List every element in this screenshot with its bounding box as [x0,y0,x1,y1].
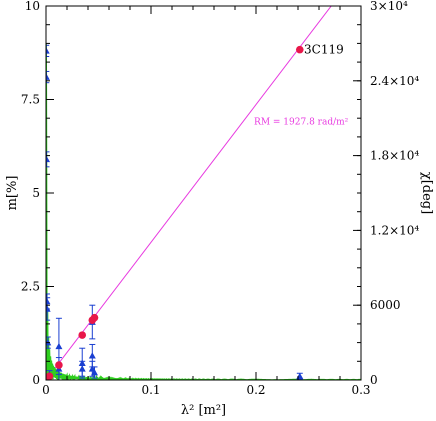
axes-ticks [45,5,362,381]
polarization-fraction-point [55,342,63,350]
y-axis-right-label: χ[deg] [419,172,434,214]
source-name-annotation: 3C119 [304,43,344,57]
depolarization-model-curve [46,43,361,380]
polarization-fraction-point [46,305,51,312]
rm-annotation: RM = 1927.8 rad/m² [254,118,349,128]
plot-content [46,6,361,380]
x-axis-label: λ² [m²] [181,403,226,418]
y-left-tick-label: 7.5 [21,93,40,107]
polarization-angle-point [78,331,87,339]
polarization-fraction-point [46,47,50,54]
polarization-angle-point [55,361,63,369]
y-left-tick-label: 2.5 [21,280,40,294]
x-tick-label: 0.2 [246,383,265,397]
polarization-fraction-point [91,369,99,376]
y-right-tick-label: 3×10⁴ [370,0,408,13]
y-right-tick-label: 1.2×10⁴ [370,223,419,237]
polarization-fraction-point [78,365,86,372]
y-right-tick-label: 1.8×10⁴ [370,149,419,163]
polarization-fraction-point [46,155,51,163]
y-left-tick-label: 0 [32,373,40,387]
y-axis-left-label: m[%] [5,176,20,211]
y-right-tick-label: 6000 [370,298,401,312]
polarization-fraction-point [46,73,50,80]
x-tick-label: 0 [42,383,50,397]
x-tick-label: 0.1 [141,383,160,397]
polarization-angle-point [46,372,54,380]
polarization-angle-point [90,313,99,322]
y-right-tick-label: 0 [370,373,378,387]
tick-labels: 0 0.1 0.2 0.302.557.510060001.2×10⁴1.8×10⁴2… [21,0,420,397]
y-left-tick-label: 10 [25,0,40,13]
polarization-angle-point [295,45,304,54]
y-left-tick-label: 5 [32,186,40,200]
polarization-fraction-point [88,352,96,359]
x-tick-label: 0.3 [351,383,370,397]
y-right-tick-label: 2.4×10⁴ [370,74,419,88]
